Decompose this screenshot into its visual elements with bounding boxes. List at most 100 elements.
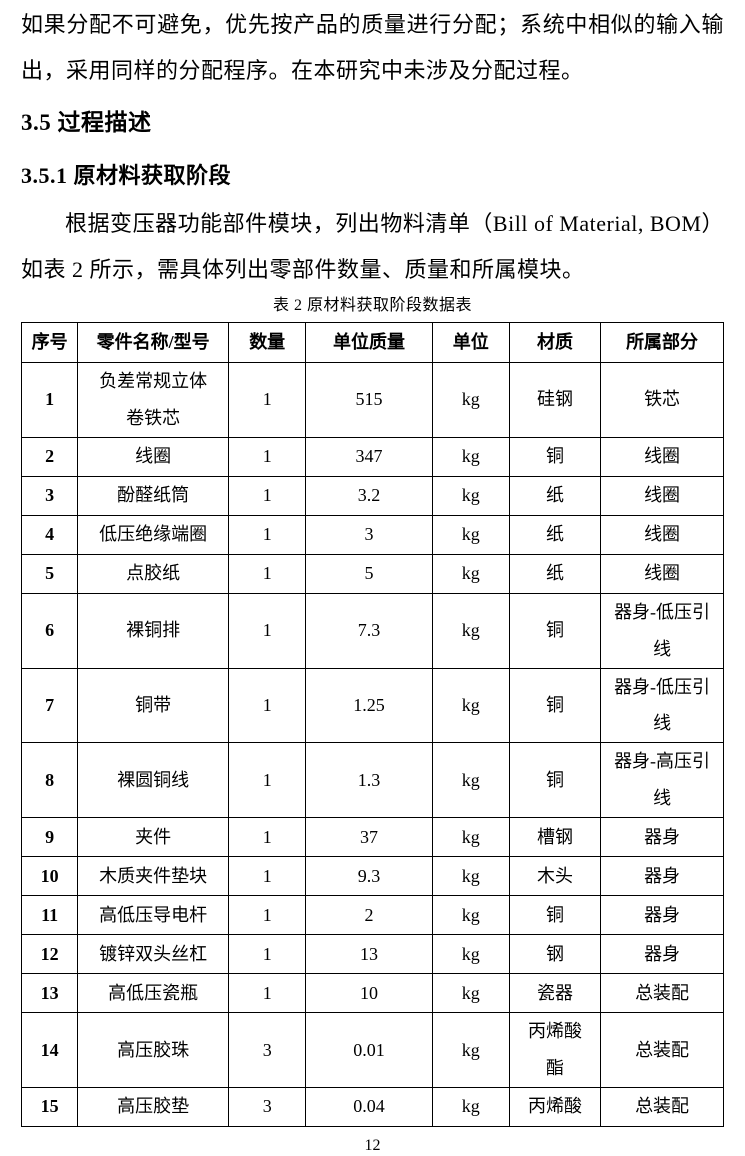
table-cell: 13 [20,973,79,1014]
table-cell: 0.01 [305,1012,433,1088]
table-cell: 9.3 [305,856,433,897]
table-cell: 线圈 [77,436,230,477]
table-cell: 1 [228,514,307,555]
table-cell: 裸圆铜线 [77,742,230,819]
document-page: 如果分配不可避免，优先按产品的质量进行分配；系统中相似的输入输出，采用同样的分配… [20,2,724,1156]
table-cell: 槽钢 [508,817,602,858]
table-cell: kg [431,742,510,819]
table-cell: 347 [305,436,433,477]
table-cell: 1 [20,362,79,438]
table-cell: 3 [305,514,433,555]
table-cell: 器身 [600,895,724,936]
table-cell: kg [431,1012,510,1088]
table-cell: 线圈 [600,553,724,594]
table-cell: 1 [228,856,307,897]
column-header: 材质 [508,322,602,363]
table-cell: kg [431,514,510,555]
table-cell: 酚醛纸筒 [77,475,230,516]
table-row: 6 裸铜排 1 7.3 kg 铜器身-低压引线 [20,592,724,669]
table-cell: 钢 [508,934,602,975]
table-cell: 6 [20,592,79,669]
table-row: 10 木质夹件垫块 1 9.3 kg 木头 器身 [20,856,724,897]
table-cell: 器身 [600,856,724,897]
table-cell: kg [431,895,510,936]
page-number: 12 [364,1136,381,1154]
table-cell: 高低压导电杆 [77,895,230,936]
table-cell: 器身 [600,934,724,975]
table-cell: 纸 [508,475,602,516]
table-cell: 13 [305,934,433,975]
column-header: 所属部分 [600,322,724,363]
table-cell: 木质夹件垫块 [77,856,230,897]
table-cell: kg [431,475,510,516]
table-cell: 3.2 [305,475,433,516]
table-cell: 裸铜排 [77,592,230,669]
table-cell: 1 [228,667,307,744]
table-cell: 3 [228,1086,307,1127]
table-cell: kg [431,436,510,477]
table-cell: kg [431,667,510,744]
table-row: 13 高低压瓷瓶 1 10 kg 瓷器 总装配 [20,973,724,1014]
table-row: 9 夹件 1 37 kg 槽钢 器身 [20,817,724,858]
table-cell: kg [431,973,510,1014]
table-cell: 纸 [508,553,602,594]
table-cell: 1 [228,817,307,858]
table-cell: 3 [228,1012,307,1088]
table-cell: 总装配 [600,1086,724,1127]
table-cell: 木头 [508,856,602,897]
paragraph-allocation: 如果分配不可避免，优先按产品的质量进行分配；系统中相似的输入输出，采用同样的分配… [21,12,724,83]
table-cell: 器身 [600,817,724,858]
table-cell: kg [431,817,510,858]
table-cell: 铜 [508,895,602,936]
table-cell: 1 [228,475,307,516]
table-cell: 1 [228,973,307,1014]
table-cell: 1 [228,895,307,936]
table-cell: 10 [20,856,79,897]
column-header: 零件名称/型号 [77,322,230,363]
table-row: 1 负差常规立体卷铁芯 1 515 kg 硅钢 铁芯 [20,362,724,438]
table-cell: 铜带 [77,667,230,744]
table-cell: 15 [20,1086,79,1127]
table-cell: 器身-低压引线 [600,667,724,744]
table-cell: 纸 [508,514,602,555]
table-cell: 铜 [508,667,602,744]
table-cell: 线圈 [600,475,724,516]
table-cell: 37 [305,817,433,858]
table-cell: kg [431,1086,510,1127]
table-row: 14 高压胶珠 3 0.01 kg 丙烯酸酯 总装配 [20,1012,724,1088]
table-cell: 丙烯酸 [508,1086,602,1127]
table-cell: 2 [20,436,79,477]
table-cell: kg [431,553,510,594]
table-cell: 8 [20,742,79,819]
column-header: 单位 [431,322,510,363]
table-row: 2 线圈 1 347 kg 铜线圈 [20,436,724,477]
table-cell: 高压胶垫 [77,1086,230,1127]
table-cell: 镀锌双头丝杠 [77,934,230,975]
table-cell: 3 [20,475,79,516]
table-row: 11 高低压导电杆 1 2 kg 铜器身 [20,895,724,936]
table-cell: 总装配 [600,973,724,1014]
table-caption: 表 2 原材料获取阶段数据表 [272,297,472,314]
table-cell: 1 [228,553,307,594]
table-cell: 5 [20,553,79,594]
heading-3-5-1: 3.5.1 原材料获取阶段 [21,163,232,188]
table-cell: 11 [20,895,79,936]
table-row: 4 低压绝缘端圈 1 3 kg 纸线圈 [20,514,724,555]
table-cell: 4 [20,514,79,555]
table-cell: 9 [20,817,79,858]
table-cell: 丙烯酸酯 [508,1012,602,1088]
table-header-row: 序号 零件名称/型号 数量 单位质量 单位 材质 所属部分 [20,322,724,363]
table-cell: 瓷器 [508,973,602,1014]
table-cell: kg [431,934,510,975]
table-cell: 夹件 [77,817,230,858]
table-cell: 线圈 [600,514,724,555]
table-row: 5 点胶纸 1 5 kg 纸线圈 [20,553,724,594]
table-cell: 2 [305,895,433,936]
column-header: 序号 [20,322,79,363]
table-cell: 点胶纸 [77,553,230,594]
table-cell: 1.25 [305,667,433,744]
table-row: 7 铜带 1 1.25 kg 铜器身-低压引线 [20,667,724,744]
table-row: 3 酚醛纸筒 1 3.2 kg 纸线圈 [20,475,724,516]
table-cell: 高低压瓷瓶 [77,973,230,1014]
table-row: 8 裸圆铜线 1 1.3 kg 铜器身-高压引线 [20,742,724,819]
